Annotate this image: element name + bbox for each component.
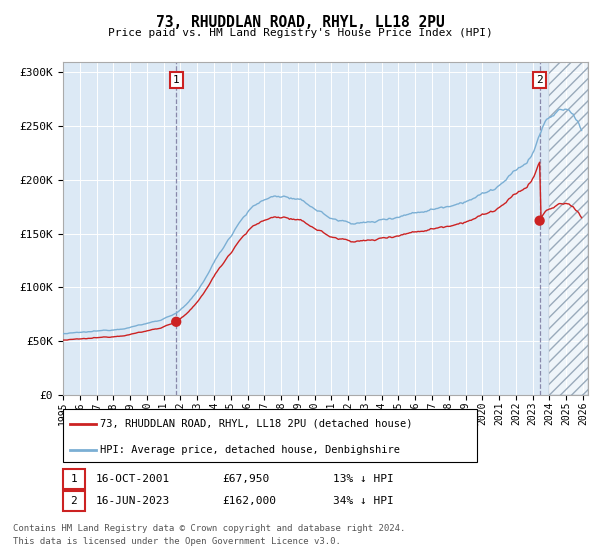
Text: 16-JUN-2023: 16-JUN-2023 bbox=[96, 496, 170, 506]
Text: HPI: Average price, detached house, Denbighshire: HPI: Average price, detached house, Denb… bbox=[100, 445, 400, 455]
Text: 13% ↓ HPI: 13% ↓ HPI bbox=[333, 474, 394, 484]
Bar bbox=[550, 62, 588, 395]
Text: This data is licensed under the Open Government Licence v3.0.: This data is licensed under the Open Gov… bbox=[13, 537, 341, 546]
Text: 73, RHUDDLAN ROAD, RHYL, LL18 2PU: 73, RHUDDLAN ROAD, RHYL, LL18 2PU bbox=[155, 15, 445, 30]
Text: Contains HM Land Registry data © Crown copyright and database right 2024.: Contains HM Land Registry data © Crown c… bbox=[13, 524, 406, 533]
Text: £162,000: £162,000 bbox=[222, 496, 276, 506]
Text: 1: 1 bbox=[70, 474, 77, 484]
Text: 73, RHUDDLAN ROAD, RHYL, LL18 2PU (detached house): 73, RHUDDLAN ROAD, RHYL, LL18 2PU (detac… bbox=[100, 419, 413, 429]
Point bbox=[535, 216, 544, 225]
Text: 16-OCT-2001: 16-OCT-2001 bbox=[96, 474, 170, 484]
Text: 2: 2 bbox=[536, 75, 543, 85]
Point bbox=[172, 318, 181, 326]
Bar bbox=[550, 62, 588, 395]
Text: 34% ↓ HPI: 34% ↓ HPI bbox=[333, 496, 394, 506]
Text: 1: 1 bbox=[173, 75, 179, 85]
Text: Price paid vs. HM Land Registry's House Price Index (HPI): Price paid vs. HM Land Registry's House … bbox=[107, 28, 493, 38]
Text: 2: 2 bbox=[70, 496, 77, 506]
Text: £67,950: £67,950 bbox=[222, 474, 269, 484]
